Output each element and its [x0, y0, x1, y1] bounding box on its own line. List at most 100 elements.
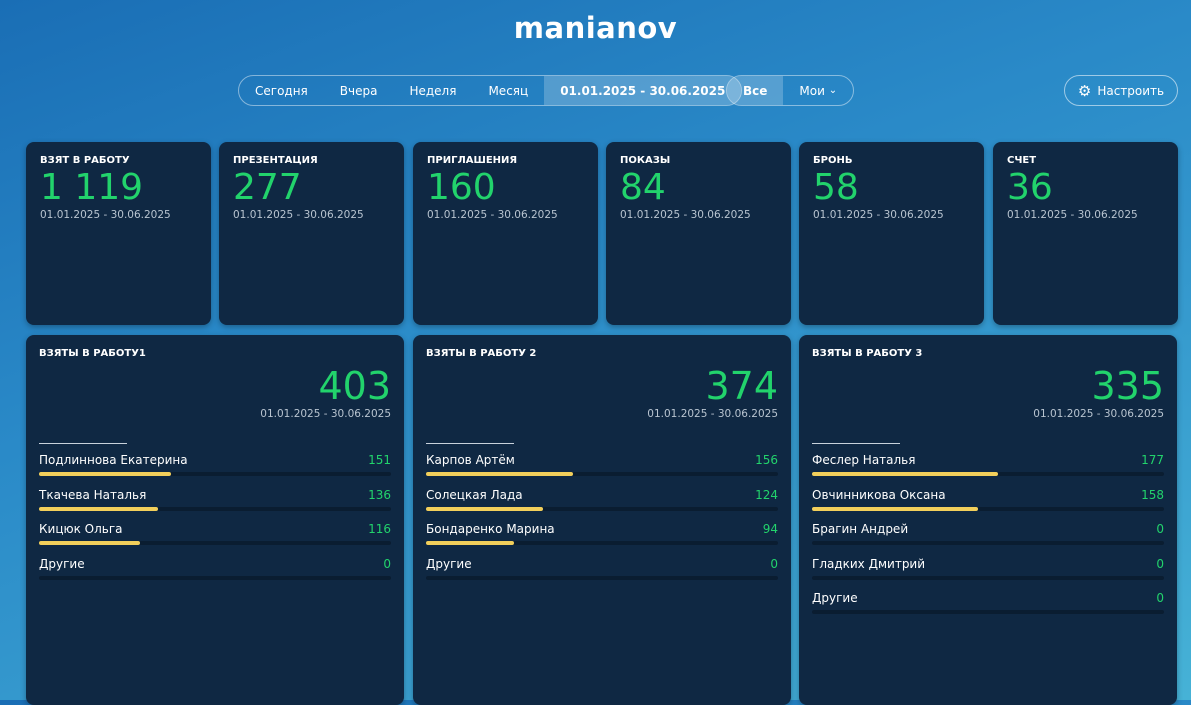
- employee-count: 0: [1156, 556, 1164, 571]
- list-item: Ткачева Наталья 136: [39, 485, 391, 520]
- employee-name: Другие: [39, 556, 85, 571]
- kpi-value: 36: [1007, 167, 1053, 208]
- panel-card: ВЗЯТЫ В РАБОТУ 3 335 01.01.2025 - 30.06.…: [799, 335, 1177, 705]
- progress-fill: [426, 541, 515, 545]
- settings-button[interactable]: ⚙ Настроить: [1064, 75, 1178, 106]
- kpi-card[interactable]: СЧЕТ 36 01.01.2025 - 30.06.2025: [993, 142, 1178, 325]
- divider: [39, 443, 127, 444]
- progress-track: [812, 472, 1164, 476]
- progress-fill: [39, 506, 158, 511]
- employee-count: 0: [383, 556, 391, 571]
- kpi-label: БРОНЬ: [813, 155, 853, 166]
- list-item: Бондаренко Марина 94: [426, 519, 778, 554]
- period-custom-range[interactable]: 01.01.2025 - 30.06.2025: [544, 76, 742, 105]
- progress-track: [426, 506, 778, 511]
- employee-count: 158: [1141, 487, 1164, 502]
- panel-value: 374: [705, 364, 778, 408]
- kpi-card[interactable]: ПРЕЗЕНТАЦИЯ 277 01.01.2025 - 30.06.2025: [219, 142, 404, 325]
- panel-card: ВЗЯТЫ В РАБОТУ1 403 01.01.2025 - 30.06.2…: [26, 335, 404, 705]
- divider: [426, 443, 514, 444]
- employee-name: Солецкая Лада: [426, 487, 523, 502]
- kpi-label: ПОКАЗЫ: [620, 155, 671, 166]
- scope-all[interactable]: Все: [727, 76, 784, 105]
- panel-label: ВЗЯТЫ В РАБОТУ1: [39, 348, 146, 359]
- employee-name: Феслер Наталья: [812, 453, 916, 467]
- kpi-card[interactable]: ПОКАЗЫ 84 01.01.2025 - 30.06.2025: [606, 142, 791, 325]
- employee-name: Другие: [426, 556, 472, 571]
- list-item: Феслер Наталья 177: [812, 450, 1164, 485]
- employee-name: Карпов Артём: [426, 453, 515, 467]
- progress-track: [426, 575, 778, 580]
- progress-fill: [812, 506, 979, 511]
- progress-track: [39, 575, 391, 580]
- kpi-value: 1 119: [40, 167, 144, 208]
- kpi-card[interactable]: ВЗЯТ В РАБОТУ 1 119 01.01.2025 - 30.06.2…: [26, 142, 211, 325]
- list-item: Другие 0: [39, 554, 391, 589]
- progress-fill: [39, 541, 141, 545]
- period-yesterday[interactable]: Вчера: [339, 83, 378, 98]
- gear-icon: ⚙: [1077, 81, 1092, 100]
- employee-count: 0: [770, 556, 778, 571]
- kpi-label: ПРИГЛАШЕНИЯ: [427, 155, 518, 166]
- panel-period: 01.01.2025 - 30.06.2025: [1033, 408, 1164, 420]
- panel-card: ВЗЯТЫ В РАБОТУ 2 374 01.01.2025 - 30.06.…: [413, 335, 791, 705]
- progress-track: [39, 541, 391, 545]
- list-item: Гладких Дмитрий 0: [812, 554, 1164, 589]
- progress-track: [812, 575, 1164, 580]
- progress-fill: [39, 472, 171, 476]
- kpi-label: ВЗЯТ В РАБОТУ: [40, 155, 130, 166]
- employee-count: 94: [762, 522, 778, 536]
- list-item: Подлиннова Екатерина 151: [39, 450, 391, 485]
- employee-count: 151: [368, 453, 391, 467]
- list-item: Солецкая Лада 124: [426, 485, 778, 520]
- kpi-period: 01.01.2025 - 30.06.2025: [233, 209, 364, 221]
- kpi-period: 01.01.2025 - 30.06.2025: [40, 209, 171, 221]
- employee-count: 0: [1156, 522, 1164, 536]
- panel-value: 403: [318, 364, 391, 408]
- employee-count: 0: [1156, 591, 1164, 605]
- list-item: Кицюк Ольга 116: [39, 519, 391, 554]
- kpi-value: 277: [233, 167, 302, 208]
- period-selector: Сегодня Вчера Неделя Месяц 01.01.2025 - …: [238, 75, 743, 106]
- list-item: Другие 0: [812, 588, 1164, 623]
- employee-name: Ткачева Наталья: [39, 487, 147, 502]
- period-month[interactable]: Месяц: [488, 83, 529, 98]
- panel-value: 335: [1091, 364, 1164, 408]
- kpi-value: 58: [813, 167, 859, 208]
- kpi-period: 01.01.2025 - 30.06.2025: [427, 209, 558, 221]
- period-week[interactable]: Неделя: [409, 83, 457, 98]
- employee-count: 124: [755, 487, 778, 502]
- panel-period: 01.01.2025 - 30.06.2025: [260, 408, 391, 420]
- kpi-period: 01.01.2025 - 30.06.2025: [813, 209, 944, 221]
- employee-name: Кицюк Ольга: [39, 522, 123, 536]
- kpi-label: ПРЕЗЕНТАЦИЯ: [233, 155, 318, 166]
- kpi-value: 84: [620, 167, 666, 208]
- kpi-card[interactable]: БРОНЬ 58 01.01.2025 - 30.06.2025: [799, 142, 984, 325]
- panel-period: 01.01.2025 - 30.06.2025: [647, 408, 778, 420]
- kpi-card[interactable]: ПРИГЛАШЕНИЯ 160 01.01.2025 - 30.06.2025: [413, 142, 598, 325]
- kpi-value: 160: [427, 167, 496, 208]
- chevron-down-icon: ⌄: [828, 85, 838, 96]
- list-item: Карпов Артём 156: [426, 450, 778, 485]
- progress-fill: [426, 472, 573, 476]
- scope-mine[interactable]: Мои ⌄: [783, 76, 853, 105]
- list-item: Другие 0: [426, 554, 778, 589]
- progress-track: [812, 610, 1164, 614]
- list-item: Брагин Андрей 0: [812, 519, 1164, 554]
- employee-count: 156: [755, 453, 778, 467]
- progress-fill: [426, 506, 543, 511]
- progress-track: [39, 506, 391, 511]
- list-item: Овчинникова Оксана 158: [812, 485, 1164, 520]
- panel-label: ВЗЯТЫ В РАБОТУ 3: [812, 348, 923, 359]
- employee-name: Гладких Дмитрий: [812, 556, 926, 571]
- period-today[interactable]: Сегодня: [255, 83, 308, 98]
- employee-count: 177: [1141, 453, 1164, 467]
- employee-name: Бондаренко Марина: [426, 522, 555, 536]
- settings-label: Настроить: [1097, 83, 1165, 98]
- progress-track: [426, 541, 778, 545]
- employee-count: 136: [368, 487, 391, 502]
- kpi-period: 01.01.2025 - 30.06.2025: [620, 209, 751, 221]
- progress-track: [812, 541, 1164, 545]
- employee-name: Другие: [812, 591, 858, 605]
- kpi-period: 01.01.2025 - 30.06.2025: [1007, 209, 1138, 221]
